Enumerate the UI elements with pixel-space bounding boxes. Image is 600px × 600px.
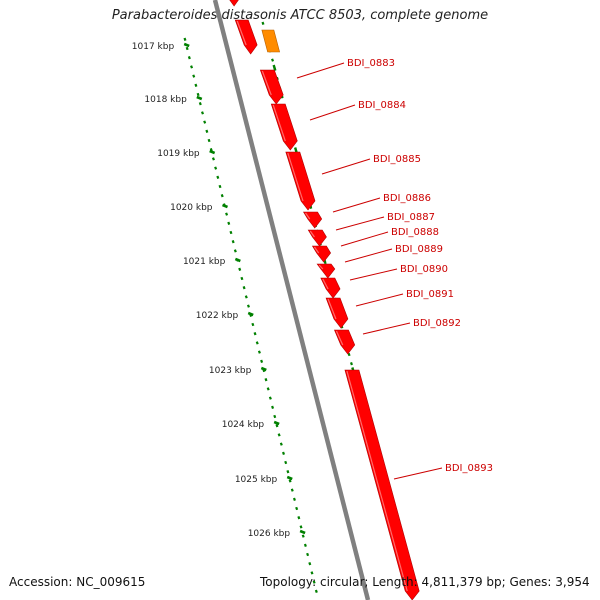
gene-leader-line (344, 248, 393, 263)
scale-label: 1026 kbp (248, 529, 291, 539)
scale-major-tick (286, 475, 293, 481)
gene-leader-line (296, 62, 345, 79)
gene-block-2-highlight (287, 152, 304, 202)
scale-major-tick (234, 257, 241, 263)
gene-label[interactable]: BDI_0892 (413, 318, 461, 329)
gene-block-4-highlight (309, 230, 315, 238)
gene-block-orange (261, 29, 281, 53)
gene-block-10 (344, 369, 420, 600)
gene-label[interactable]: BDI_0888 (391, 227, 439, 238)
gene-label-callouts: BDI_0883 BDI_0884 BDI_0885 BDI_0886 BDI_0887… (296, 58, 493, 480)
scale-major-tick (299, 529, 306, 535)
gene-block-1-highlight (272, 104, 286, 142)
genome-stats: Topology: circular; Length: 4,811,379 bp… (260, 575, 590, 589)
gene-label[interactable]: BDI_0886 (383, 193, 431, 204)
genome-backbone (212, 0, 371, 600)
gene-leader-line (355, 293, 404, 307)
gene-leader-line (321, 158, 371, 175)
scale-label: 1023 kbp (209, 366, 252, 376)
scale-label: 1017 kbp (132, 42, 175, 52)
gene-label[interactable]: BDI_0889 (395, 244, 443, 255)
gene-block-7-highlight (322, 278, 329, 290)
scale-major-tick (273, 420, 280, 426)
gene-label[interactable]: BDI_0890 (400, 264, 448, 275)
gene-label[interactable]: BDI_0885 (373, 154, 421, 165)
scale-major-tick (209, 149, 216, 155)
gene-leader-line (309, 104, 356, 121)
gene-block-6-highlight (318, 264, 324, 270)
gene-block-5-highlight (313, 246, 320, 254)
gene-features (229, 0, 420, 600)
gene-leader-line (340, 231, 389, 247)
gene-block-2 (285, 151, 316, 211)
gene-block-9-highlight (335, 330, 344, 346)
gene-leader-line (335, 216, 385, 231)
scale-major-tick (222, 203, 228, 209)
scale-major-tick (196, 95, 203, 101)
scale-label: 1019 kbp (157, 149, 200, 159)
gene-block-upstream (234, 19, 258, 55)
gene-block-10-highlight (346, 370, 408, 592)
scale-labels: 1017 kbp 1018 kbp 1019 kbp 1020 kbp 1021 kbp… (132, 42, 306, 539)
gene-block-0-highlight (261, 70, 272, 96)
gene-label[interactable]: BDI_0884 (358, 100, 406, 111)
gene-block-8 (325, 297, 349, 329)
scale-label: 1024 kbp (222, 420, 265, 430)
gene-block-partial-top (229, 0, 239, 7)
gene-label[interactable]: BDI_0893 (445, 463, 493, 474)
scale-label: 1021 kbp (183, 257, 226, 267)
gene-block-upstream-highlight (236, 20, 247, 46)
gene-block-3-highlight (305, 212, 311, 220)
gene-leader-line (362, 322, 411, 335)
gene-label[interactable]: BDI_0891 (406, 289, 454, 300)
scale-label: 1020 kbp (170, 203, 213, 213)
scale-major-tick (247, 311, 254, 317)
accession-label: Accession: NC_009615 (9, 575, 146, 589)
scale-label: 1022 kbp (196, 311, 239, 321)
gene-block-1 (270, 103, 298, 151)
scale-major-tick (183, 42, 190, 48)
scale-major-tick (260, 366, 267, 372)
gene-block-7 (320, 277, 341, 299)
gene-label[interactable]: BDI_0883 (347, 58, 395, 69)
gene-leader-line (332, 197, 381, 213)
gene-leader-line (349, 268, 398, 281)
gene-block-9 (334, 329, 356, 355)
gene-label[interactable]: BDI_0887 (387, 212, 435, 223)
scale-label: 1018 kbp (144, 95, 187, 105)
scale-label: 1025 kbp (235, 475, 278, 485)
gene-leader-line (393, 467, 443, 480)
gene-block-0 (259, 69, 284, 105)
gene-block-8-highlight (327, 298, 337, 320)
map-title: Parabacteroides distasonis ATCC 8503, co… (111, 8, 489, 23)
